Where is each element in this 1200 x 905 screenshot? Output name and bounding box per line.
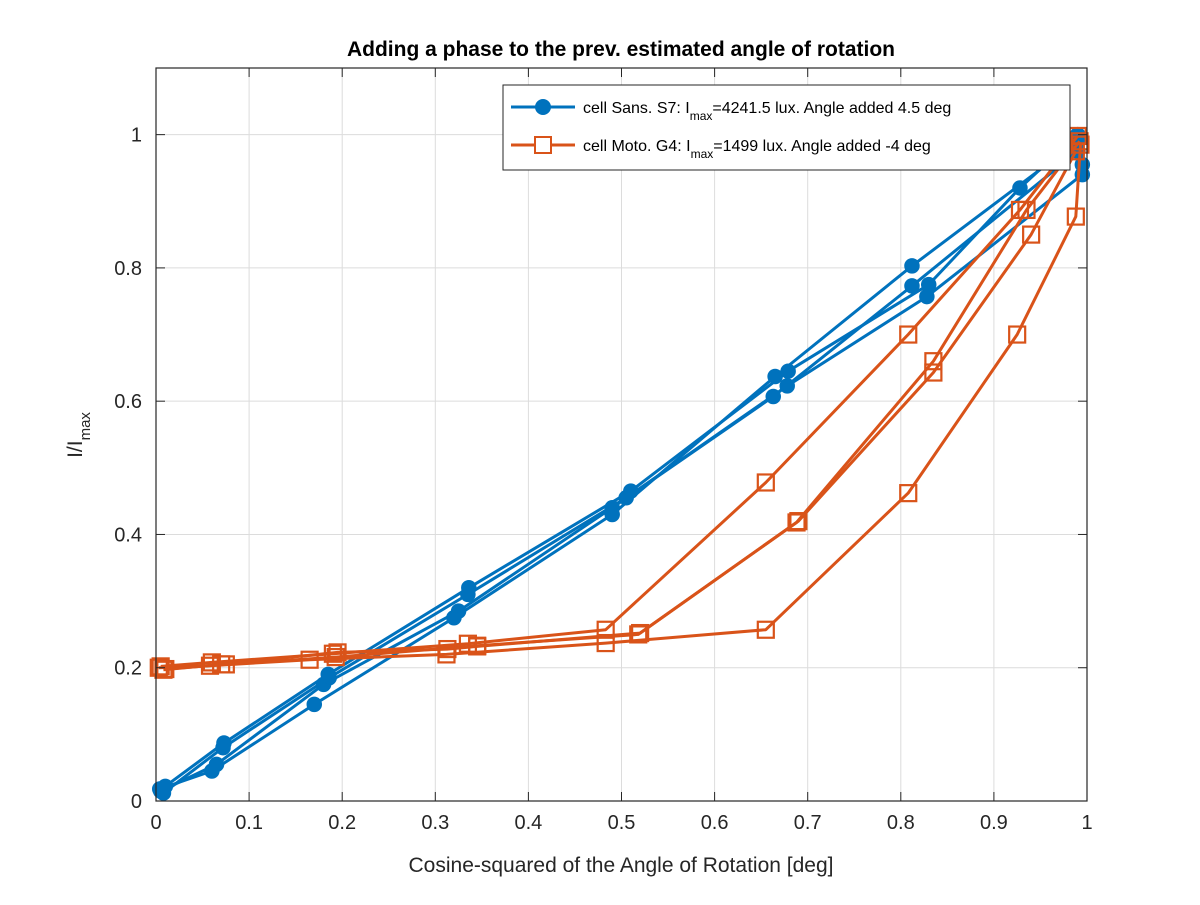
legend-marker-g4: [534, 136, 552, 154]
data-point: [899, 484, 918, 503]
x-tick-label: 0.6: [701, 812, 729, 834]
data-point: [623, 483, 639, 499]
data-point: [789, 512, 808, 531]
x-tick-label: 1: [1081, 812, 1092, 834]
x-tick-label: 0: [150, 812, 161, 834]
series-sans-s7: [151, 126, 1091, 801]
legend-s7-prefix: cell Sans. S7: I: [583, 100, 690, 117]
data-point: [468, 637, 487, 656]
x-tick-label: 0.9: [980, 812, 1008, 834]
x-tick-label: 0.5: [608, 812, 636, 834]
data-point: [1012, 180, 1028, 196]
x-axis-label: Cosine-squared of the Angle of Rotation …: [409, 854, 834, 877]
legend-marker-s7: [535, 99, 551, 115]
x-tick-label: 0.8: [887, 812, 915, 834]
data-point: [596, 633, 615, 653]
data-point: [596, 620, 615, 639]
data-point: [924, 352, 943, 371]
y-tick-label: 0.2: [114, 658, 142, 680]
data-point: [320, 666, 336, 683]
data-point: [438, 639, 457, 659]
data-point: [924, 363, 943, 382]
data-point: [204, 763, 220, 779]
legend-g4-sub: max: [691, 147, 714, 161]
data-point: [920, 276, 937, 293]
series-moto-g4: [149, 126, 1090, 679]
data-point: [446, 610, 462, 626]
data-point: [202, 653, 221, 672]
x-tick-label: 0.3: [421, 812, 449, 834]
axis-ticks: 0 0.1 0.2 0.3 0.4 0.5 0.6 0.7 0.8 0.9 1 0 0.2 0.4 0.6 0…: [114, 68, 1093, 834]
data-point: [780, 363, 796, 379]
data-point: [300, 650, 319, 669]
data-point: [904, 258, 920, 274]
data-point: [629, 625, 648, 644]
legend-s7-sub: max: [690, 109, 713, 123]
data-point: [756, 620, 775, 639]
legend-entry-g4: cell Moto. G4: Imax=1499 lux. Angle adde…: [583, 138, 931, 161]
data-point: [767, 368, 783, 385]
x-tick-label: 0.1: [235, 812, 263, 834]
series-line: [162, 173, 1084, 795]
x-tick-label: 0.2: [328, 812, 356, 834]
x-tick-label: 0.7: [794, 812, 822, 834]
data-point: [779, 378, 795, 394]
y-tick-label: 1: [131, 125, 142, 147]
data-point: [323, 644, 342, 663]
legend-g4-prefix: cell Moto. G4: I: [583, 138, 691, 155]
data-point: [899, 325, 918, 344]
data-point: [1066, 207, 1085, 226]
y-axis-label: I/Imax: [64, 412, 94, 458]
y-tick-label: 0.8: [114, 258, 142, 280]
y-tick-label: 0.4: [114, 524, 142, 546]
data-point: [212, 655, 231, 674]
data-point: [458, 634, 477, 653]
data-point: [326, 647, 345, 667]
series-layer: [149, 126, 1091, 801]
data-point: [1008, 325, 1027, 344]
data-point: [216, 735, 232, 751]
data-point: [461, 580, 477, 596]
data-point: [1022, 225, 1041, 244]
x-tick-label: 0.4: [514, 812, 542, 834]
data-point: [787, 513, 806, 532]
data-point: [765, 388, 782, 405]
legend: cell Sans. S7: Imax=4241.5 lux. Angle ad…: [502, 84, 1071, 171]
y-axis-label-main: I/I: [64, 440, 87, 458]
data-point: [631, 623, 650, 643]
data-point: [904, 278, 920, 294]
legend-box: [502, 84, 1071, 171]
legend-entry-s7: cell Sans. S7: Imax=4241.5 lux. Angle ad…: [583, 100, 951, 123]
y-axis-label-sub: max: [77, 412, 94, 441]
data-point: [1017, 200, 1036, 220]
data-point: [306, 696, 323, 713]
series-line: [159, 140, 1079, 791]
data-point: [756, 473, 775, 492]
data-point: [604, 506, 620, 523]
data-point: [157, 778, 174, 795]
data-point: [151, 657, 170, 676]
legend-g4-suffix: =1499 lux. Angle added -4 deg: [713, 138, 931, 155]
legend-s7-suffix: =4241.5 lux. Angle added 4.5 deg: [712, 100, 951, 117]
y-tick-label: 0: [131, 791, 142, 813]
series-line: [160, 135, 1079, 668]
data-point: [149, 658, 168, 677]
y-tick-label: 0.6: [114, 391, 142, 413]
series-line: [163, 140, 1081, 672]
chart-title: Adding a phase to the prev. estimated an…: [347, 38, 895, 61]
data-point: [328, 643, 347, 662]
